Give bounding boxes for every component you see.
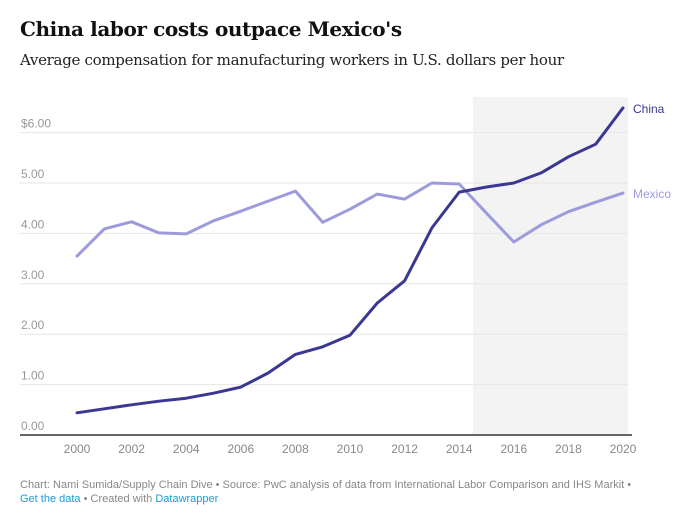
footer-credits: Chart: Nami Sumida/Supply Chain Dive • S…	[20, 479, 632, 491]
x-tick-label: 2020	[610, 442, 637, 456]
series-label-mexico: Mexico	[633, 187, 671, 201]
line-chart: 0.001.002.003.004.005.00$6.00 2000 2002 20…	[20, 97, 671, 456]
y-tick-label: 4.00	[21, 217, 45, 231]
footer-separator: • Created with	[80, 493, 156, 505]
y-tick-label: 2.00	[21, 318, 45, 332]
chart-footer: Chart: Nami Sumida/Supply Chain Dive • S…	[20, 478, 631, 506]
series-line-mexico	[75, 181, 625, 258]
x-tick-label: 2002	[118, 442, 145, 456]
y-tick-label: 3.00	[21, 268, 45, 282]
x-tick-label: 2012	[391, 442, 418, 456]
x-tick-label: 2008	[282, 442, 309, 456]
y-tick-label: 5.00	[21, 167, 45, 181]
chart-subtitle: Average compensation for manufacturing w…	[20, 51, 564, 69]
x-tick-label: 2014	[446, 442, 473, 456]
x-axis-labels: 2000 2002 2004 2006 2008 2010 2012 2014 2016 2018…	[64, 442, 637, 456]
x-tick-label: 2018	[555, 442, 582, 456]
chart-title: China labor costs outpace Mexico's	[20, 17, 402, 41]
x-tick-label: 2010	[337, 442, 364, 456]
series-lines	[75, 106, 625, 415]
datawrapper-link[interactable]: Datawrapper	[155, 493, 219, 505]
series-labels: Mexico China	[633, 102, 671, 201]
x-tick-label: 2000	[64, 442, 91, 456]
y-axis-labels: 0.00 1.00 2.00 3.00 4.00 5.00 $6.00	[21, 117, 51, 433]
x-tick-label: 2004	[173, 442, 200, 456]
get-the-data-link[interactable]: Get the data	[20, 493, 81, 505]
series-label-china: China	[633, 102, 665, 116]
y-tick-label: $6.00	[21, 117, 51, 131]
x-tick-label: 2006	[227, 442, 254, 456]
y-tick-label: 0.00	[21, 419, 45, 433]
highlight-band-layer	[472, 97, 628, 435]
y-tick-label: 1.00	[21, 369, 45, 383]
gridlines	[20, 132, 628, 386]
footer-links-line: Get the data • Created with Datawrapper	[20, 492, 631, 506]
x-tick-label: 2016	[500, 442, 527, 456]
highlight-band	[472, 97, 628, 435]
series-line-china	[75, 106, 625, 415]
